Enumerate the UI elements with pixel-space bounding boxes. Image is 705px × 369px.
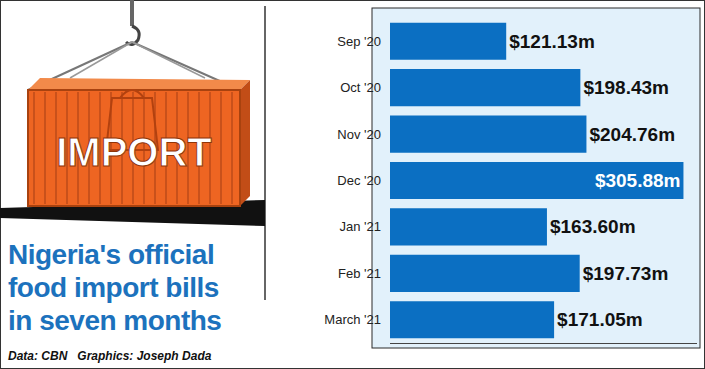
svg-text:Nov '20: Nov '20 [337, 127, 381, 142]
svg-text:March '21: March '21 [324, 312, 381, 327]
svg-text:$121.13m: $121.13m [509, 31, 595, 52]
html-text:Data: CBN Graphics: Joseph Dad: Data: CBN Graphics: Joseph Dada [8, 349, 212, 363]
svg-text:Dec '20: Dec '20 [337, 173, 381, 188]
svg-text:Oct '20: Oct '20 [340, 80, 381, 95]
svg-text:Feb '21: Feb '21 [338, 266, 381, 281]
svg-text:$197.73m: $197.73m [583, 263, 669, 284]
svg-text:IMPORT: IMPORT [56, 130, 212, 174]
html-text:Nigeria's official food import: Nigeria's official food import bills in … [8, 239, 222, 336]
svg-text:$171.05m: $171.05m [557, 309, 643, 330]
svg-text:Jan '21: Jan '21 [339, 219, 381, 234]
svg-text:$305.88m: $305.88m [595, 170, 681, 191]
svg-text:$198.43m: $198.43m [583, 77, 669, 98]
svg-text:$163.60m: $163.60m [550, 216, 636, 237]
svg-text:Sep '20: Sep '20 [337, 34, 381, 49]
svg-text:$204.76m: $204.76m [589, 124, 675, 145]
